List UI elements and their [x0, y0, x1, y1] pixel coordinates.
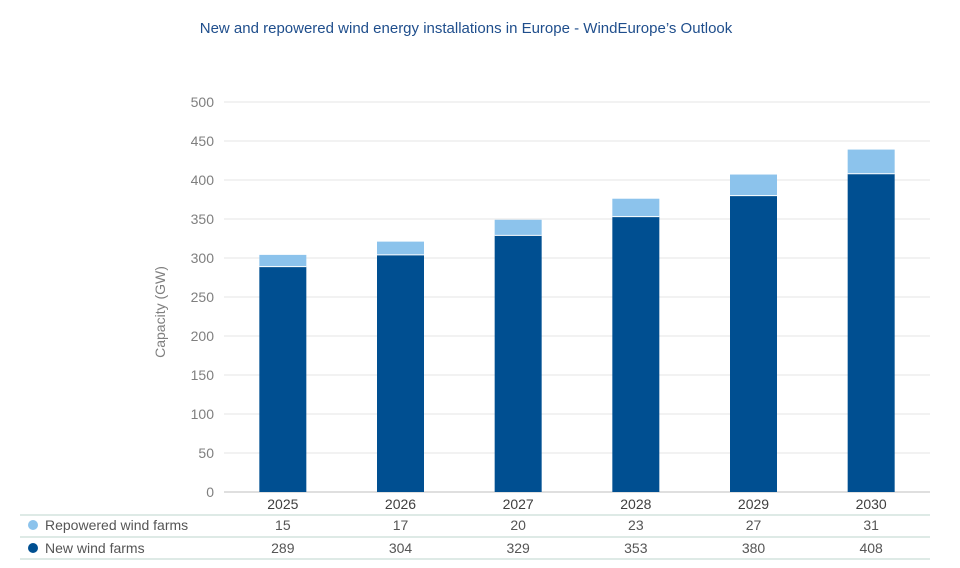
- y-tick-label: 300: [191, 250, 215, 266]
- legend-swatch-repowered-wind-farms: [28, 520, 38, 530]
- data-label: 329: [506, 540, 530, 556]
- bar-repowered-wind-farms-2030: [847, 149, 895, 174]
- bar-repowered-wind-farms-2028: [612, 198, 660, 217]
- data-label: 15: [275, 517, 291, 533]
- data-label: 380: [742, 540, 766, 556]
- bar-new-wind-farms-2027: [494, 235, 542, 492]
- y-tick-label: 400: [191, 172, 215, 188]
- data-label: 408: [859, 540, 883, 556]
- y-tick-label: 100: [191, 406, 215, 422]
- bar-repowered-wind-farms-2026: [377, 241, 424, 255]
- legend-swatch-new-wind-farms: [28, 543, 38, 553]
- bar-repowered-wind-farms-2029: [730, 174, 777, 196]
- y-tick-label: 50: [198, 445, 214, 461]
- x-tick-label: 2025: [267, 496, 298, 512]
- data-label: 17: [393, 517, 409, 533]
- bars: [259, 149, 895, 492]
- data-label: 289: [271, 540, 295, 556]
- data-label: 304: [389, 540, 413, 556]
- x-tick-label: 2029: [738, 496, 769, 512]
- data-label: 31: [863, 517, 879, 533]
- x-tick-label: 2030: [856, 496, 887, 512]
- gridlines: [224, 101, 930, 493]
- x-tick-label: 2028: [620, 496, 651, 512]
- y-tick-label: 200: [191, 328, 215, 344]
- bar-new-wind-farms-2029: [730, 195, 777, 492]
- data-table: Repowered wind farms 15 17 20 23 27 31 New wind…: [20, 514, 930, 560]
- x-axis-categories: 2025 2026 2027 2028 2029 2030: [267, 496, 887, 512]
- y-tick-label: 450: [191, 133, 215, 149]
- data-label: 20: [510, 517, 526, 533]
- legend-label: Repowered wind farms: [45, 517, 188, 533]
- y-axis-label: Capacity (GW): [152, 266, 168, 358]
- bar-new-wind-farms-2025: [259, 266, 307, 492]
- y-tick-label: 250: [191, 289, 215, 305]
- bar-new-wind-farms-2026: [377, 254, 424, 492]
- y-tick-label: 500: [191, 94, 215, 110]
- bar-repowered-wind-farms-2025: [259, 254, 307, 267]
- data-label: 353: [624, 540, 648, 556]
- y-axis-ticks: 0 50 100 150 200 250 300 350 400 450 500: [191, 94, 215, 500]
- y-tick-label: 0: [206, 484, 214, 500]
- legend-label: New wind farms: [45, 540, 145, 556]
- y-tick-label: 150: [191, 367, 215, 383]
- bar-repowered-wind-farms-2027: [494, 219, 542, 236]
- bar-new-wind-farms-2030: [847, 173, 895, 492]
- x-tick-label: 2027: [503, 496, 534, 512]
- bar-new-wind-farms-2028: [612, 216, 660, 492]
- data-label: 27: [746, 517, 762, 533]
- x-tick-label: 2026: [385, 496, 416, 512]
- data-label: 23: [628, 517, 644, 533]
- chart-title: New and repowered wind energy installati…: [199, 20, 733, 37]
- y-tick-label: 350: [191, 211, 215, 227]
